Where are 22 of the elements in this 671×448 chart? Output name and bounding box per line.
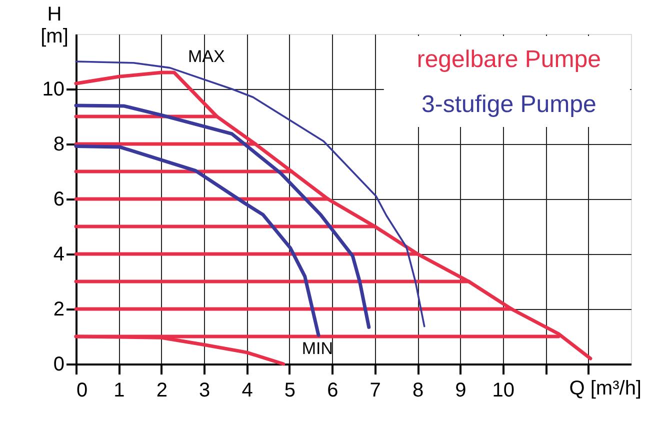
- y-tick-label: 8: [53, 134, 64, 156]
- text: regelbare Pumpe: [416, 46, 601, 73]
- x-tick-label: 9: [455, 380, 466, 402]
- x-axis-title: Q [m³/h]: [569, 378, 642, 400]
- y-tick-label: 4: [53, 244, 64, 266]
- x-tick-label: 2: [156, 380, 168, 402]
- x-tick-label: 1: [114, 380, 125, 402]
- x-tick-label: 3: [199, 380, 210, 402]
- y-tick-label: 10: [42, 78, 64, 100]
- text: 3-stufige Pumpe: [422, 91, 596, 118]
- x-tick-label: 5: [284, 380, 296, 402]
- x-tick-label: 6: [327, 380, 338, 402]
- annotation: MIN: [302, 339, 334, 358]
- x-tick-label: 0: [76, 380, 88, 402]
- y-tick-label: 2: [53, 298, 64, 320]
- x-tick-label: 7: [370, 380, 381, 402]
- x-tick-label: 10: [492, 380, 515, 402]
- y-tick-label: 0: [53, 354, 64, 376]
- x-tick-label: 8: [412, 380, 424, 402]
- y-axis-title: H [m]: [40, 4, 68, 48]
- y-tick-label: 6: [53, 188, 64, 210]
- x-tick-label: 4: [242, 380, 253, 402]
